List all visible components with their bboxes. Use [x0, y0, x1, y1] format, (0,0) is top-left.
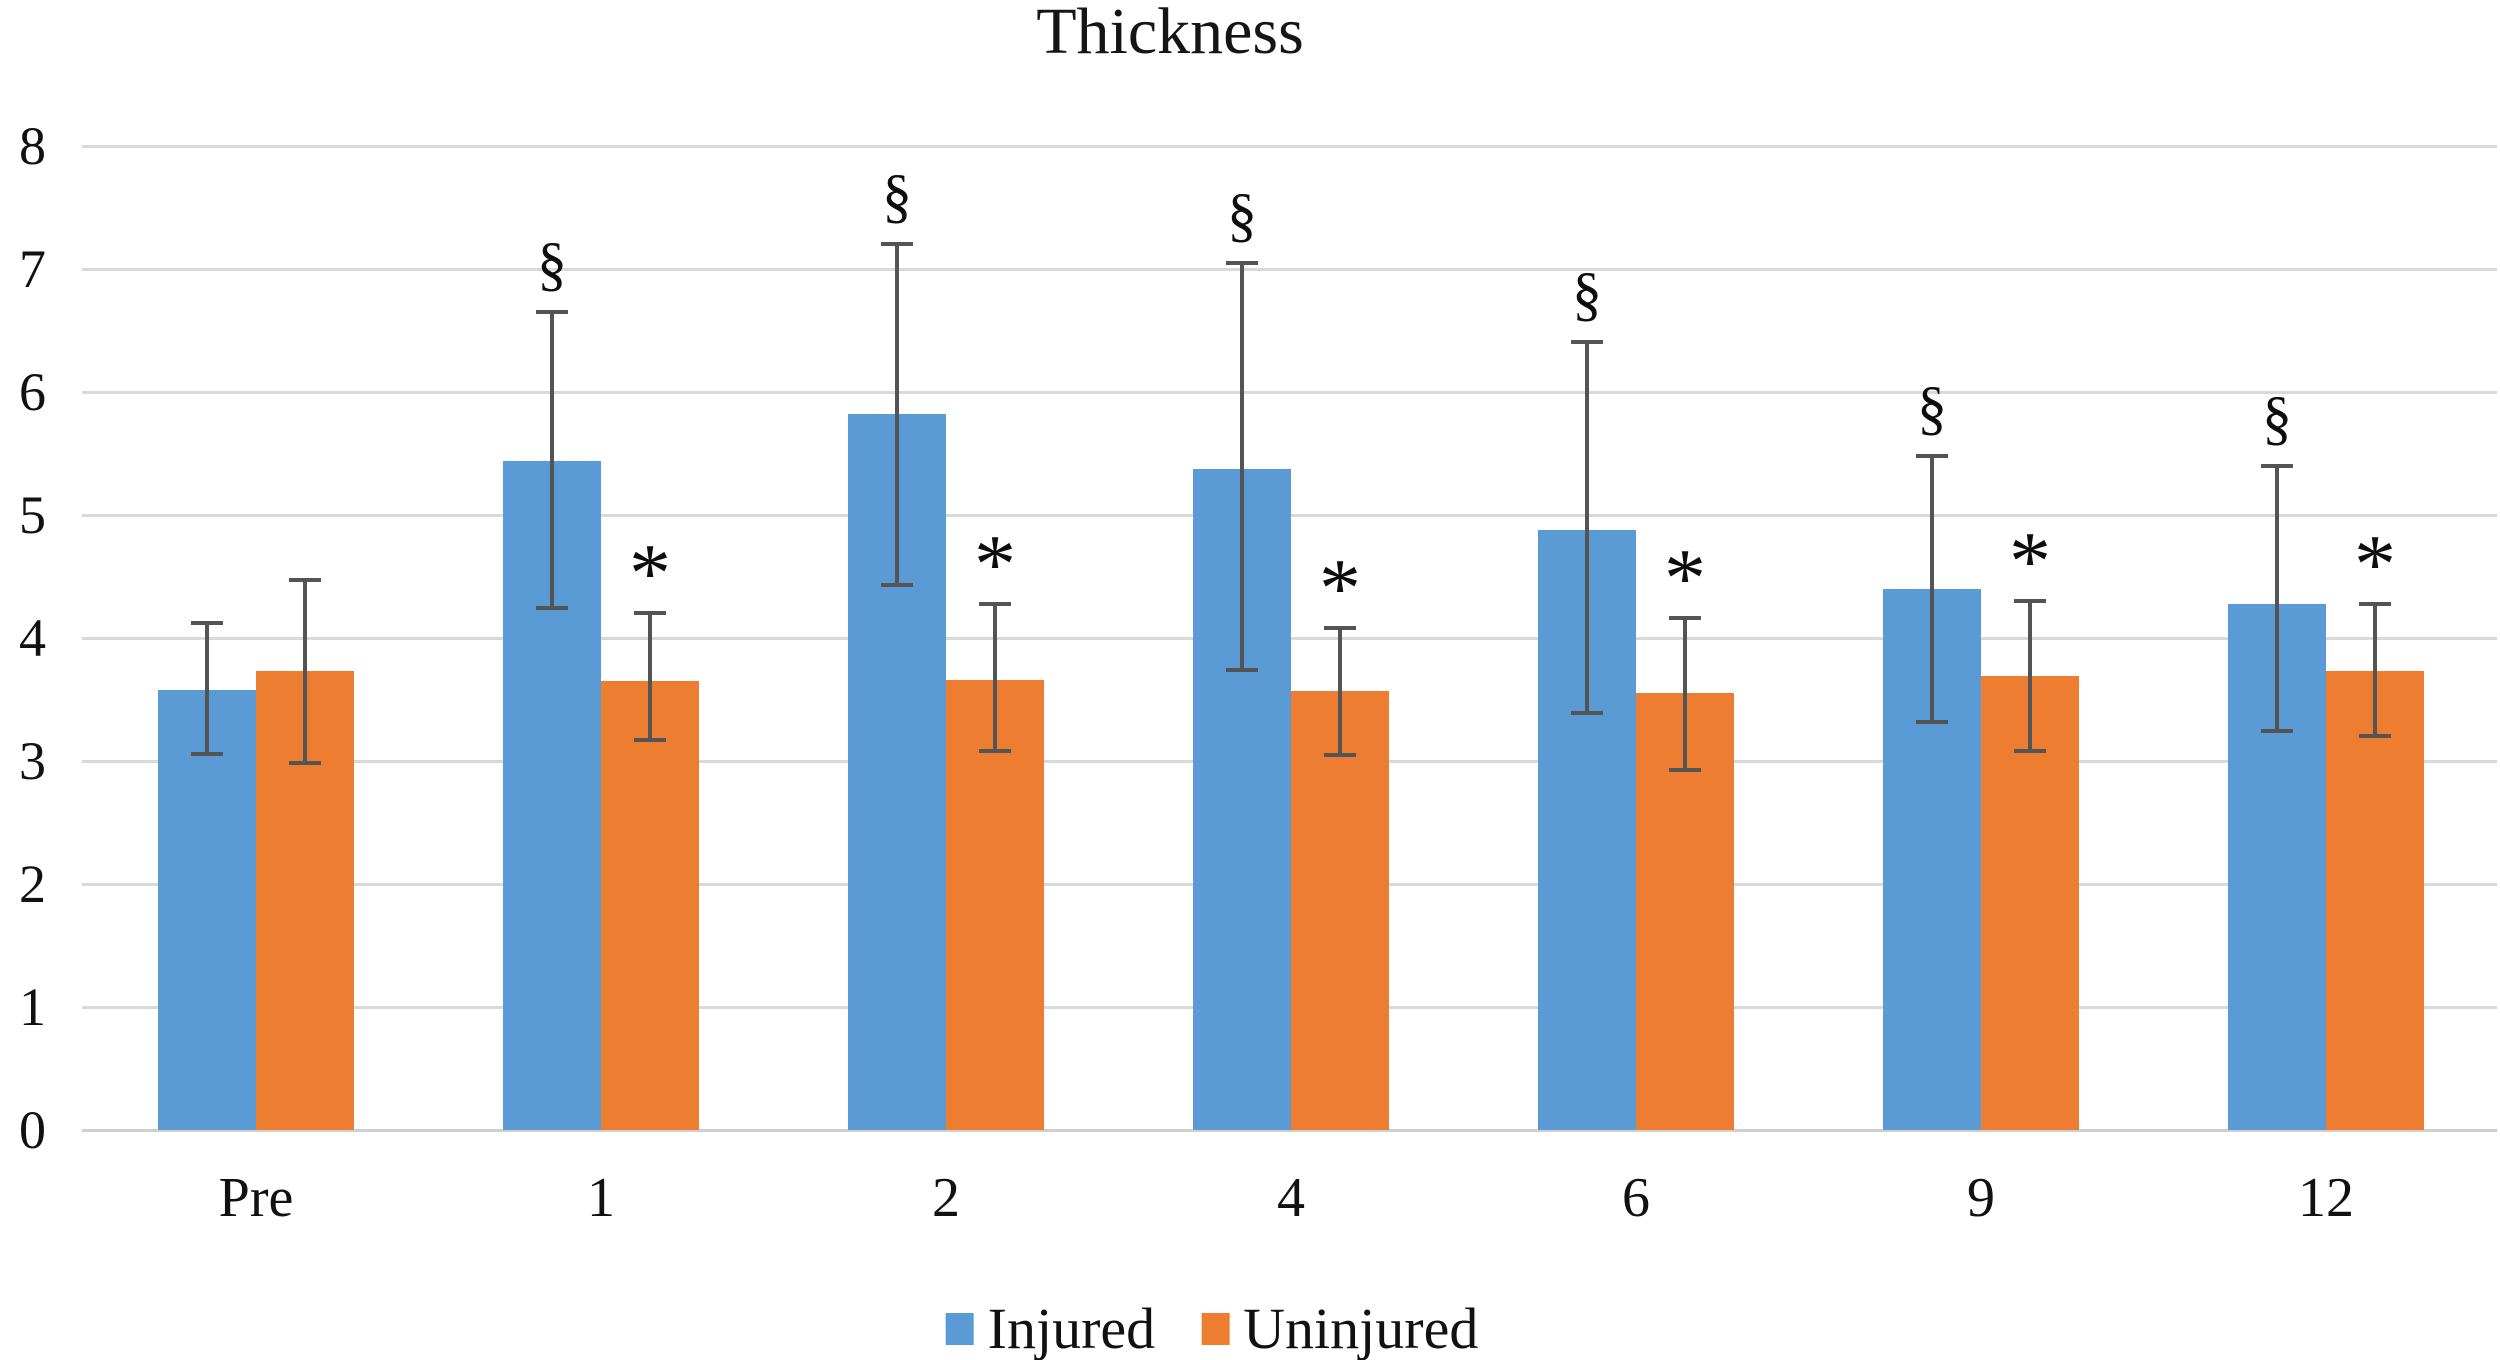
- x-tick-label: 2: [932, 1167, 960, 1229]
- error-bar-cap-bottom: [979, 749, 1011, 754]
- error-bar-cap-top: [1669, 616, 1701, 621]
- x-tick-label: Pre: [218, 1167, 294, 1229]
- y-tick-label: 0: [19, 1100, 46, 1160]
- error-bar-injured: [1585, 341, 1589, 714]
- y-tick-label: 7: [19, 239, 46, 299]
- error-bar-uninjured: [993, 603, 997, 752]
- error-bar-cap-top: [1916, 453, 1948, 458]
- error-bar-cap-bottom: [1324, 752, 1356, 757]
- section-sign-annotation: §: [882, 163, 912, 230]
- error-bar-cap-bottom: [1226, 667, 1258, 672]
- x-tick-label: 1: [587, 1167, 615, 1229]
- gridline: [82, 391, 2497, 394]
- y-tick-label: 6: [19, 362, 46, 422]
- y-tick-label: 3: [19, 731, 46, 791]
- error-bar-cap-bottom: [2359, 734, 2391, 739]
- asterisk-annotation: *: [1664, 532, 1706, 626]
- bar-uninjured: [1291, 690, 1389, 1130]
- legend: Injured Uninjured: [945, 1296, 1478, 1360]
- y-tick-label: 4: [19, 608, 46, 668]
- gridline: [82, 145, 2497, 148]
- error-bar-cap-bottom: [191, 751, 223, 756]
- y-tick-label: 2: [19, 854, 46, 914]
- error-bar-injured: [1930, 455, 1934, 722]
- error-bar-cap-top: [2359, 601, 2391, 606]
- error-bar-cap-bottom: [1916, 719, 1948, 724]
- error-bar-uninjured: [648, 613, 652, 741]
- error-bar-uninjured: [2373, 603, 2377, 737]
- error-bar-cap-top: [1324, 626, 1356, 631]
- bar-uninjured: [946, 679, 1044, 1130]
- error-bar-cap-top: [1571, 339, 1603, 344]
- legend-item-uninjured: Uninjured: [1201, 1300, 1478, 1358]
- gridline: [82, 268, 2497, 271]
- error-bar-cap-bottom: [536, 606, 568, 611]
- legend-item-injured: Injured: [945, 1296, 1156, 1360]
- error-bar-cap-bottom: [2261, 729, 2293, 734]
- error-bar-uninjured: [303, 580, 307, 764]
- legend-swatch-uninjured: [1201, 1313, 1230, 1345]
- error-bar-cap-top: [979, 601, 1011, 606]
- y-tick-label: 1: [19, 977, 46, 1037]
- chart-title: Thickness: [1036, 0, 1304, 68]
- bar-uninjured: [2326, 671, 2424, 1130]
- error-bar-uninjured: [1338, 628, 1342, 755]
- x-tick-label: 6: [1622, 1167, 1650, 1229]
- section-sign-annotation: §: [2262, 384, 2292, 451]
- error-bar-cap-bottom: [2014, 749, 2046, 754]
- error-bar-injured: [1240, 262, 1244, 670]
- section-sign-annotation: §: [1572, 260, 1602, 327]
- error-bar-cap-top: [634, 611, 666, 616]
- error-bar-cap-top: [2261, 463, 2293, 468]
- error-bar-cap-bottom: [1571, 711, 1603, 716]
- error-bar-cap-top: [881, 242, 913, 247]
- legend-label-injured: Injured: [987, 1296, 1156, 1360]
- error-bar-cap-bottom: [881, 583, 913, 588]
- y-tick-label: 5: [19, 485, 46, 545]
- y-tick-label: 8: [19, 116, 46, 176]
- error-bar-cap-bottom: [289, 761, 321, 766]
- legend-label-uninjured: Uninjured: [1243, 1296, 1479, 1360]
- x-tick-label: 9: [1967, 1167, 1995, 1229]
- bar-injured: [158, 689, 256, 1130]
- error-bar-injured: [2275, 465, 2279, 732]
- x-axis-baseline: [82, 1129, 2497, 1132]
- error-bar-uninjured: [1683, 618, 1687, 770]
- error-bar-injured: [895, 244, 899, 586]
- error-bar-cap-top: [2014, 599, 2046, 604]
- error-bar-injured: [550, 312, 554, 609]
- asterisk-annotation: *: [2354, 517, 2396, 611]
- x-tick-label: 4: [1277, 1167, 1305, 1229]
- error-bar-cap-bottom: [1669, 767, 1701, 772]
- asterisk-annotation: *: [1319, 542, 1361, 636]
- error-bar-cap-top: [289, 578, 321, 583]
- asterisk-annotation: *: [974, 517, 1016, 611]
- error-bar-uninjured: [2028, 601, 2032, 752]
- legend-swatch-injured: [945, 1313, 974, 1345]
- error-bar-injured: [205, 623, 209, 754]
- asterisk-annotation: *: [2009, 515, 2051, 609]
- section-sign-annotation: §: [1917, 374, 1947, 441]
- error-bar-cap-top: [1226, 260, 1258, 265]
- asterisk-annotation: *: [629, 527, 671, 621]
- section-sign-annotation: §: [1227, 181, 1257, 248]
- section-sign-annotation: §: [537, 231, 567, 298]
- error-bar-cap-bottom: [634, 738, 666, 743]
- bar-uninjured: [601, 681, 699, 1130]
- x-tick-label: 12: [2298, 1167, 2354, 1229]
- error-bar-cap-top: [536, 310, 568, 315]
- error-bar-cap-top: [191, 621, 223, 626]
